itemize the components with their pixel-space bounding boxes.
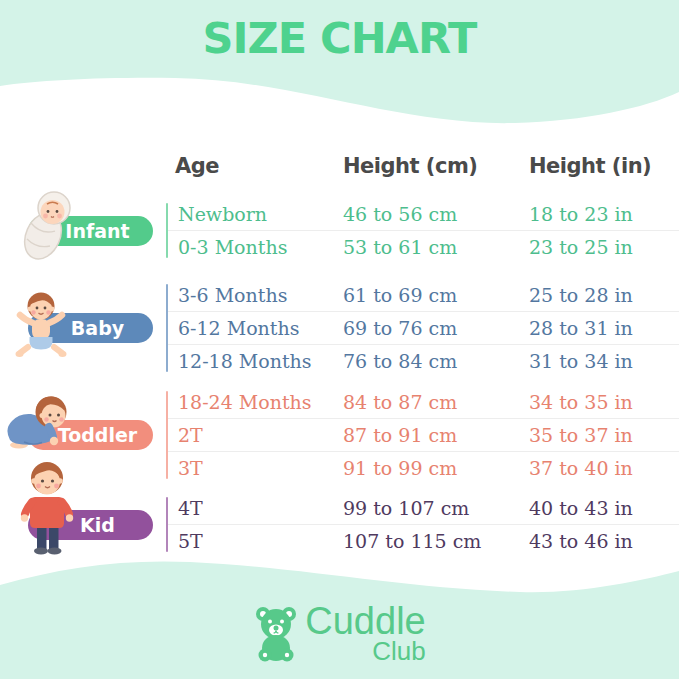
size-row: 0-3 Months53 to 61 cm23 to 25 in <box>168 230 679 263</box>
baby-label-area: Baby <box>0 279 168 377</box>
size-row: 2T87 to 91 cm35 to 37 in <box>168 418 679 451</box>
height-in-cell: 37 to 40 in <box>529 457 679 479</box>
size-table: Age Height (cm) Height (in) Infant <box>0 148 679 557</box>
size-row: 6-12 Months69 to 76 cm28 to 31 in <box>168 311 679 344</box>
brand-text: Cuddle Club <box>305 603 425 663</box>
brand-name: Cuddle <box>305 603 425 640</box>
age-cell: 6-12 Months <box>168 317 343 339</box>
age-cell: 5T <box>168 530 343 552</box>
group-kid: Kid <box>168 492 679 557</box>
group-baby: Baby <box>168 279 679 377</box>
height-in-cell: 31 to 34 in <box>529 350 679 372</box>
kid-label-area: Kid <box>0 492 168 557</box>
group-toddler: Toddler 18-24 M <box>168 386 679 484</box>
height-in-cell: 23 to 25 in <box>529 236 679 258</box>
height-in-cell: 28 to 31 in <box>529 317 679 339</box>
size-row: 3T91 to 99 cm37 to 40 in <box>168 451 679 484</box>
height-cm-cell: 84 to 87 cm <box>343 391 529 413</box>
height-cm-cell: 99 to 107 cm <box>343 497 529 519</box>
height-cm-cell: 91 to 99 cm <box>343 457 529 479</box>
size-chart-page: SIZE CHART Age Height (cm) Height (in) I… <box>0 0 679 679</box>
height-cm-cell: 87 to 91 cm <box>343 424 529 446</box>
height-cm-cell: 46 to 56 cm <box>343 203 529 225</box>
size-row: 12-18 Months76 to 84 cm31 to 34 in <box>168 344 679 377</box>
height-in-cell: 34 to 35 in <box>529 391 679 413</box>
height-cm-cell: 53 to 61 cm <box>343 236 529 258</box>
col-header-age: Age <box>175 154 343 178</box>
toddler-illustration <box>6 388 72 450</box>
age-cell: 3T <box>168 457 343 479</box>
size-row: 3-6 Months61 to 69 cm25 to 28 in <box>168 279 679 311</box>
age-cell: 4T <box>168 497 343 519</box>
height-in-cell: 40 to 43 in <box>529 497 679 519</box>
size-row: 4T99 to 107 cm40 to 43 in <box>168 492 679 524</box>
age-cell: 3-6 Months <box>168 284 343 306</box>
height-cm-cell: 69 to 76 cm <box>343 317 529 339</box>
table-header-row: Age Height (cm) Height (in) <box>0 148 679 184</box>
height-cm-cell: 76 to 84 cm <box>343 350 529 372</box>
height-in-cell: 18 to 23 in <box>529 203 679 225</box>
height-in-cell: 25 to 28 in <box>529 284 679 306</box>
age-cell: 12-18 Months <box>168 350 343 372</box>
size-row: Newborn46 to 56 cm18 to 23 in <box>168 198 679 230</box>
infant-illustration <box>17 191 79 263</box>
height-cm-cell: 107 to 115 cm <box>343 530 529 552</box>
teddy-bear-icon <box>253 604 299 662</box>
size-row: 5T107 to 115 cm43 to 46 in <box>168 524 679 557</box>
group-infant: Infant Newborn46 to 56 cm18 to 23 in0-3 … <box>168 198 679 263</box>
brand-logo: Cuddle Club <box>0 603 679 663</box>
age-cell: 2T <box>168 424 343 446</box>
age-cell: Newborn <box>168 203 343 225</box>
height-in-cell: 43 to 46 in <box>529 530 679 552</box>
col-header-height-in: Height (in) <box>529 154 679 178</box>
height-cm-cell: 61 to 69 cm <box>343 284 529 306</box>
age-cell: 0-3 Months <box>168 236 343 258</box>
brand-sub: Club <box>372 640 425 663</box>
page-title: SIZE CHART <box>0 13 679 63</box>
size-row: 18-24 Months84 to 87 cm34 to 35 in <box>168 386 679 418</box>
col-header-height-cm: Height (cm) <box>343 154 529 178</box>
height-in-cell: 35 to 37 in <box>529 424 679 446</box>
age-cell: 18-24 Months <box>168 391 343 413</box>
kid-illustration <box>19 460 77 556</box>
infant-label-area: Infant <box>0 198 168 263</box>
baby-illustration <box>15 292 67 358</box>
